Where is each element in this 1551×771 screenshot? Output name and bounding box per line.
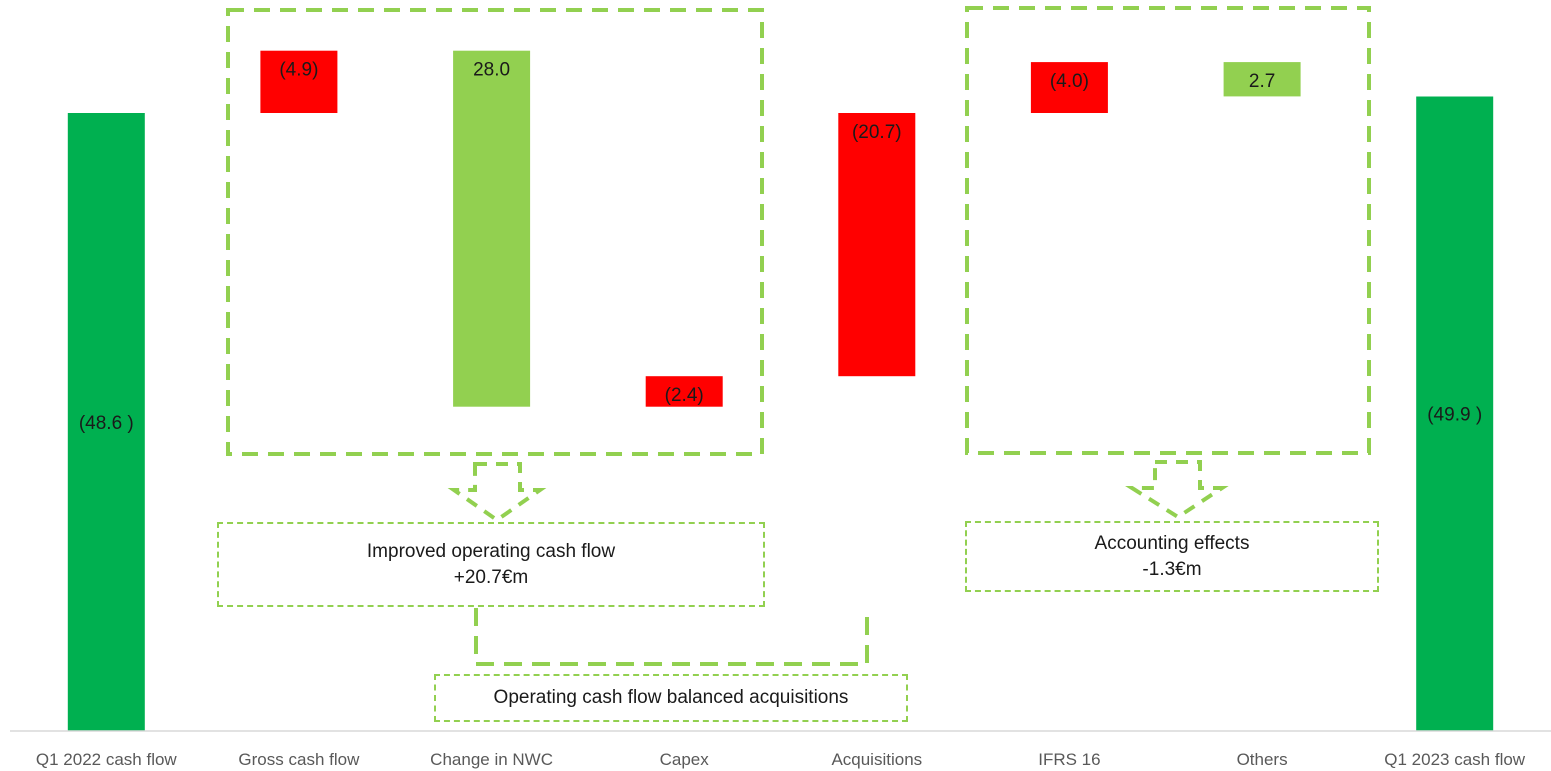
balanced-annotation-text: Operating cash flow balanced acquisition… [493,687,849,708]
data-label: (49.9 ) [1427,405,1482,426]
x-tick-label: Others [1237,750,1288,769]
data-label: (48.6 ) [79,413,134,434]
balanced-acquisitions-annotation: Operating cash flow balanced acquisition… [434,674,908,722]
accounting-annotation-title: Accounting effects [1094,532,1250,554]
x-tick-label: Change in NWC [430,750,553,769]
bar-q1-2023-cash-flow [1416,96,1494,731]
bar-change-in-nwc [453,50,531,407]
data-labels-layer: (48.6 ) (4.9) 28.0 (2.4) (20.7) (4.0) 2.7 (49.9… [79,60,1482,434]
data-label: (20.7) [852,122,902,143]
x-tick-label: Gross cash flow [238,750,360,769]
bars-layer [67,50,1494,731]
bar-acquisitions [838,113,916,377]
operating-annotation-title: Improved operating cash flow [366,540,616,562]
data-label: (4.9) [279,60,318,81]
accounting-effects-annotation: Accounting effects -1.3€m [965,521,1379,592]
accounting-group-frame [965,6,1371,455]
x-tick-label: Capex [660,750,710,769]
bar-gross-cash-flow [260,50,338,113]
x-tick-label: Q1 2023 cash flow [1384,750,1526,769]
data-label: (4.0) [1050,71,1089,92]
data-label: 28.0 [473,60,510,81]
data-label: 2.7 [1249,71,1275,92]
x-tick-label: Acquisitions [831,750,922,769]
bar-capex [645,376,723,407]
operating-group-frame [226,8,764,456]
bar-ifrs-16 [1030,62,1108,113]
x-tick-labels-layer: Q1 2022 cash flow Gross cash flow Change i… [36,750,1526,769]
accounting-annotation-value: -1.3€m [1142,558,1202,580]
operating-cash-flow-annotation: Improved operating cash flow +20.7€m [217,522,765,607]
operating-down-arrow-icon [447,462,547,523]
accounting-down-arrow-icon [1125,460,1229,520]
bar-q1-2022-cash-flow [67,113,145,731]
operating-annotation-value: +20.7€m [453,566,529,588]
bar-others [1223,62,1301,97]
x-tick-label: IFRS 16 [1038,750,1100,769]
data-label: (2.4) [665,385,704,406]
balance-connector-line [474,608,869,666]
x-tick-label: Q1 2022 cash flow [36,750,178,769]
